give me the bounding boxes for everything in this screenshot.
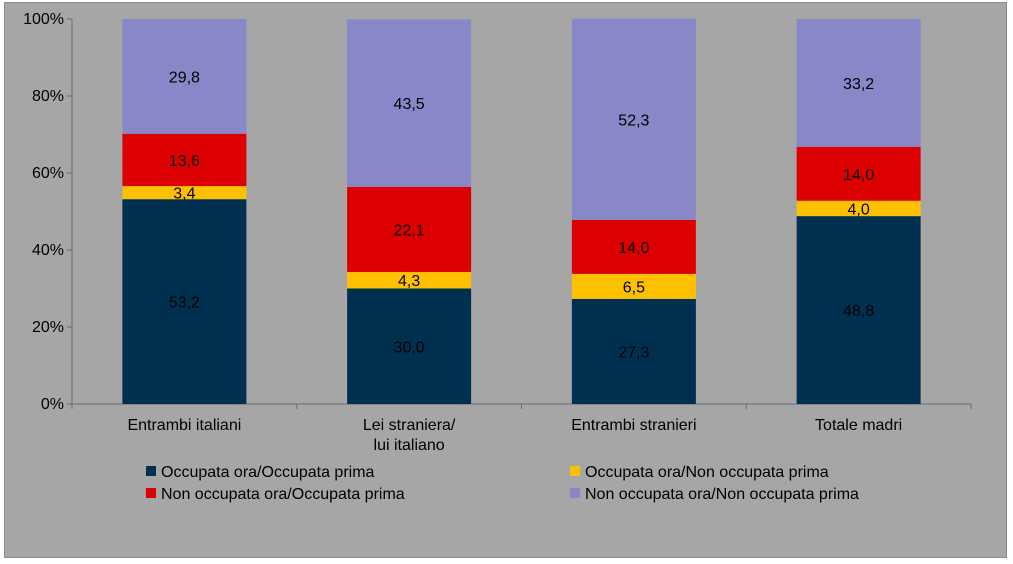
data-label: 14,0	[618, 240, 649, 257]
bar-segment	[122, 186, 247, 200]
bar-segment	[122, 133, 247, 187]
data-label: 52,3	[618, 112, 649, 129]
bar-segment	[796, 216, 921, 404]
bar-segment	[796, 200, 921, 217]
y-tick-label: 0%	[41, 396, 64, 413]
y-tick-label: 40%	[32, 242, 64, 259]
legend-swatch	[570, 488, 580, 498]
bar-segment	[122, 19, 247, 134]
stacked-bar-chart: 0% 20% 40% 60% 80% 100% 53,2 3,4 13,6 29,8 Entramb…	[23, 11, 972, 503]
bar-segment	[347, 19, 472, 187]
x-category-label: Entrambi italiani	[127, 417, 241, 434]
legend-swatch	[146, 466, 156, 476]
bar-segment	[796, 146, 921, 201]
bar-segment	[347, 186, 472, 272]
bar-segment	[571, 219, 696, 274]
data-label: 53,2	[169, 295, 200, 312]
legend-swatch	[146, 488, 156, 498]
bar-segment	[571, 298, 696, 404]
data-label: 6,5	[623, 279, 645, 296]
bar-segment	[571, 18, 696, 220]
data-label: 4,0	[848, 201, 870, 218]
x-category-label: Entrambi stranieri	[571, 417, 696, 434]
chart-area: 0% 20% 40% 60% 80% 100% 53,2 3,4 13,6 29,8 Entramb…	[4, 2, 1007, 558]
bar-segment	[347, 288, 472, 404]
data-label: 48,8	[843, 303, 874, 320]
data-label: 27,3	[618, 344, 649, 361]
data-label: 22,1	[394, 222, 425, 239]
y-tick-label: 80%	[32, 88, 64, 105]
x-category-label: Totale madri	[815, 417, 902, 434]
data-label: 30,0	[394, 339, 425, 356]
bar-segment	[796, 19, 921, 147]
data-label: 3,4	[173, 186, 195, 203]
bar-segment	[347, 271, 472, 289]
x-category-label: lui italiano	[374, 437, 445, 454]
data-label: 14,0	[843, 167, 874, 184]
legend-label: Non occupata ora/Non occupata prima	[585, 486, 859, 503]
legend-label: Occupata ora/Non occupata prima	[585, 464, 829, 481]
legend-label: Occupata ora/Occupata prima	[161, 464, 375, 481]
legend-label: Non occupata ora/Occupata prima	[161, 486, 405, 503]
data-label: 4,3	[398, 273, 420, 290]
bar-segment	[571, 273, 696, 299]
bar-segment	[122, 199, 247, 404]
data-label: 33,2	[843, 76, 874, 93]
data-label: 29,8	[169, 69, 200, 86]
legend-swatch	[570, 466, 580, 476]
y-tick-label: 60%	[32, 165, 64, 182]
x-category-label: Lei straniera/	[363, 417, 456, 434]
y-tick-label: 100%	[23, 11, 64, 28]
y-tick-label: 20%	[32, 319, 64, 336]
data-label: 13,6	[169, 153, 200, 170]
data-label: 43,5	[394, 96, 425, 113]
